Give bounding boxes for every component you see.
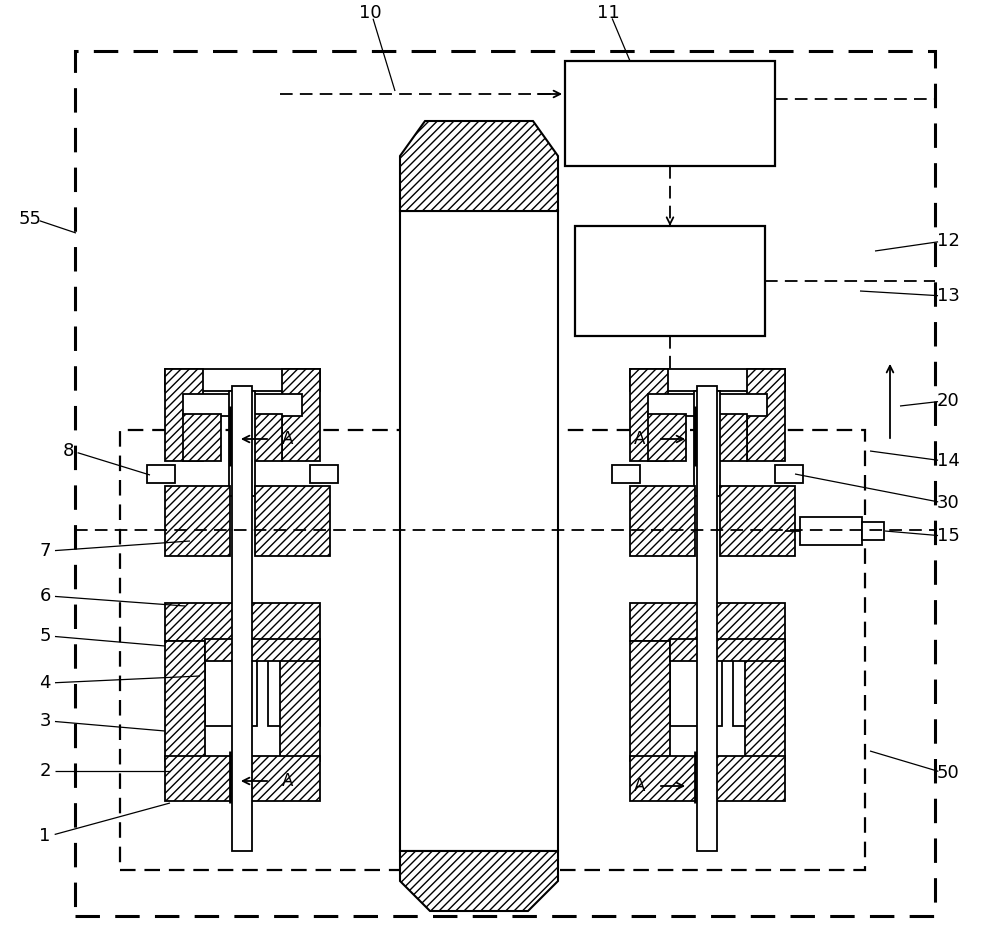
Text: 15: 15 bbox=[937, 527, 959, 545]
Bar bbox=[800, 517, 862, 545]
Bar bbox=[648, 414, 686, 461]
Bar bbox=[205, 641, 257, 726]
Bar bbox=[720, 486, 795, 556]
Bar bbox=[280, 641, 320, 761]
Text: 13: 13 bbox=[937, 287, 959, 305]
Text: 30: 30 bbox=[937, 494, 959, 512]
Bar bbox=[630, 641, 670, 761]
Bar bbox=[745, 641, 785, 761]
Text: 10: 10 bbox=[359, 4, 381, 22]
Bar bbox=[747, 369, 785, 461]
Bar bbox=[697, 386, 717, 851]
Bar bbox=[733, 641, 785, 726]
Bar bbox=[648, 394, 767, 416]
Text: 7: 7 bbox=[39, 542, 51, 560]
Bar bbox=[165, 369, 320, 391]
Bar bbox=[400, 211, 558, 851]
Bar bbox=[183, 394, 302, 416]
Polygon shape bbox=[400, 121, 558, 211]
Bar bbox=[575, 226, 765, 336]
Bar bbox=[183, 414, 221, 461]
Bar bbox=[268, 641, 320, 726]
Bar bbox=[232, 386, 252, 851]
Bar bbox=[282, 369, 320, 461]
Text: 6: 6 bbox=[39, 587, 51, 605]
Bar bbox=[630, 486, 695, 556]
Bar bbox=[775, 465, 803, 483]
Text: A: A bbox=[634, 430, 646, 448]
Bar bbox=[612, 465, 640, 483]
Bar bbox=[229, 391, 255, 496]
Text: 20: 20 bbox=[937, 392, 959, 410]
Bar bbox=[205, 639, 320, 661]
Polygon shape bbox=[400, 851, 558, 911]
Bar bbox=[862, 522, 884, 540]
Text: A: A bbox=[634, 777, 646, 795]
Text: A: A bbox=[282, 430, 294, 448]
Bar bbox=[670, 641, 722, 726]
Bar bbox=[147, 465, 175, 483]
Text: 2: 2 bbox=[39, 762, 51, 780]
Text: 4: 4 bbox=[39, 674, 51, 692]
Bar bbox=[694, 391, 720, 496]
Bar bbox=[244, 414, 282, 461]
Text: 8: 8 bbox=[62, 442, 74, 460]
Text: 14: 14 bbox=[937, 452, 959, 470]
Bar bbox=[630, 756, 785, 801]
Bar bbox=[120, 430, 865, 870]
Text: 3: 3 bbox=[39, 712, 51, 730]
Text: 50: 50 bbox=[937, 764, 959, 782]
Bar bbox=[165, 756, 320, 801]
Bar bbox=[165, 603, 320, 641]
Bar bbox=[165, 641, 205, 761]
Bar bbox=[630, 603, 785, 641]
Bar bbox=[630, 369, 668, 461]
Text: 1: 1 bbox=[39, 827, 51, 845]
Text: 12: 12 bbox=[937, 232, 959, 250]
Bar bbox=[165, 486, 230, 556]
Text: 11: 11 bbox=[597, 4, 619, 22]
Bar bbox=[670, 639, 785, 661]
Bar bbox=[165, 369, 203, 461]
Bar bbox=[310, 465, 338, 483]
Text: 5: 5 bbox=[39, 627, 51, 645]
Bar bbox=[255, 486, 330, 556]
Text: A: A bbox=[282, 772, 294, 790]
Bar bbox=[75, 51, 935, 916]
Bar bbox=[630, 369, 785, 391]
Bar bbox=[709, 414, 747, 461]
Text: 55: 55 bbox=[18, 210, 42, 228]
Bar bbox=[565, 61, 775, 166]
